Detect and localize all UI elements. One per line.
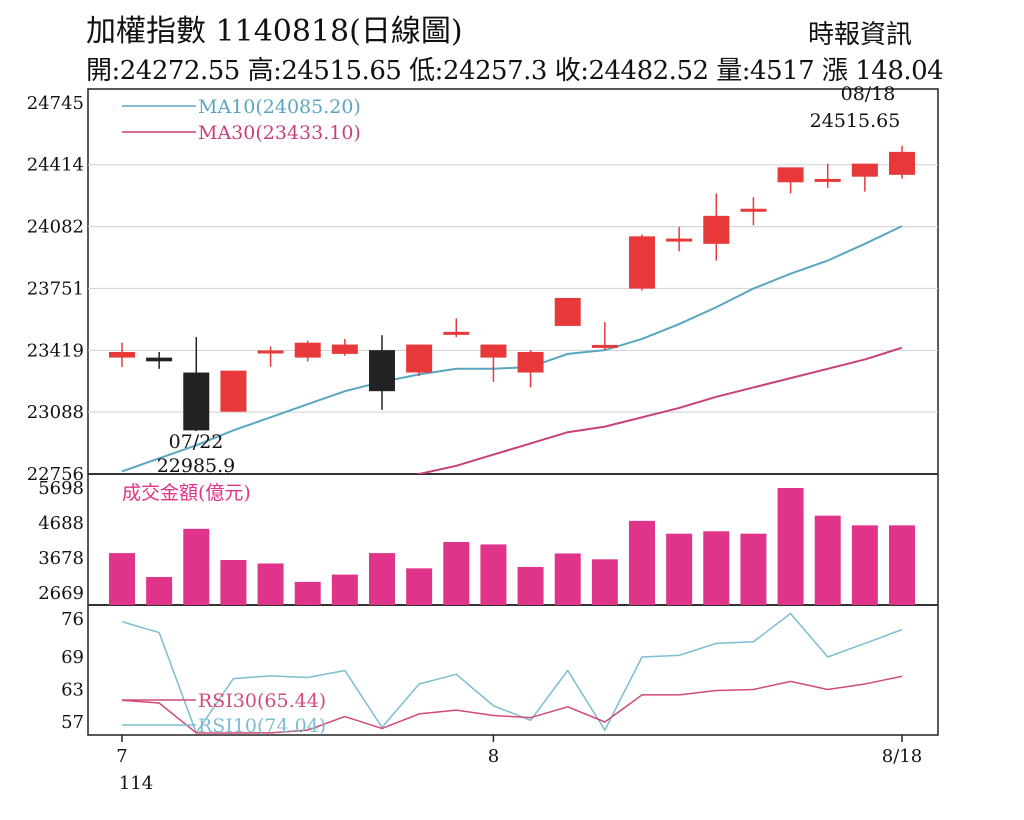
rsi-tick-label: 69: [61, 647, 84, 668]
candle-body: [777, 167, 804, 183]
candle-body: [146, 357, 173, 362]
candle-body: [480, 344, 507, 358]
x-year-label: 114: [119, 773, 153, 794]
price-tick-label: 23419: [27, 340, 84, 361]
candle-body: [183, 372, 210, 431]
volume-bar: [517, 566, 544, 605]
candle-body: [814, 178, 841, 182]
price-tick-label: 22756: [27, 464, 84, 485]
ma10-legend-label: MA10(24085.20): [198, 96, 361, 118]
candle-body: [294, 342, 321, 358]
volume-bar: [183, 528, 210, 605]
candle-body: [257, 350, 284, 354]
volume-bar: [666, 533, 693, 605]
volume-bar: [889, 525, 915, 605]
low-annotation-value: 22985.9: [157, 455, 236, 477]
volume-title: 成交金額(億元): [122, 482, 251, 504]
volume-tick-label: 2669: [38, 583, 84, 604]
volume-bar: [294, 581, 321, 605]
ma30-legend-label: MA30(23433.10): [198, 122, 361, 144]
volume-bar: [851, 525, 878, 605]
candle-body: [851, 163, 878, 177]
price-tick-label: 24414: [27, 155, 84, 176]
rsi10-legend-label: RSI10(74.04): [198, 715, 326, 737]
volume-bar: [443, 542, 470, 605]
low-annotation-date: 07/22: [169, 431, 224, 453]
data-source-label: 時報資訊: [808, 20, 913, 50]
candle-body: [220, 370, 247, 412]
high-annotation-value: 24515.65: [810, 110, 901, 132]
candle-body: [109, 352, 135, 358]
rsi30-line: [121, 675, 903, 734]
ohlc-summary: 開:24272.55 高:24515.65 低:24257.3 收:24482.…: [86, 56, 944, 86]
rsi-tick-label: 63: [61, 679, 84, 700]
volume-tick-label: 4688: [38, 513, 84, 534]
rsi-tick-label: 76: [61, 609, 84, 630]
volume-bar: [814, 515, 841, 605]
rsi10-line: [121, 612, 903, 735]
price-tick-label: 24082: [27, 217, 84, 238]
volume-bar: [629, 520, 655, 605]
candle-body: [554, 297, 581, 326]
candle-body: [591, 344, 618, 348]
candle-body: [740, 208, 767, 212]
chart-title: 加權指數 1140818(日線圖): [86, 14, 463, 49]
volume-bar: [146, 577, 173, 605]
volume-bar: [369, 553, 395, 605]
volume-bar: [703, 531, 730, 605]
volume-bar: [257, 563, 284, 605]
volume-bar: [554, 553, 581, 605]
price-tick-label: 23088: [27, 402, 84, 423]
volume-bar: [480, 544, 507, 605]
volume-bar: [740, 533, 767, 605]
volume-bar: [331, 574, 358, 605]
candle-body: [889, 151, 915, 175]
candle-body: [331, 344, 358, 354]
volume-tick-label: 3678: [38, 548, 84, 569]
rsi30-legend-label: RSI30(65.44): [198, 690, 326, 712]
volume-bar: [591, 559, 618, 605]
volume-bar: [220, 560, 247, 605]
volume-bar: [406, 568, 433, 605]
candle-body: [703, 215, 730, 244]
x-tick-label: 8/18: [882, 746, 922, 767]
price-tick-label: 24745: [27, 93, 84, 114]
volume-bar: [777, 488, 804, 605]
ma30-line: [415, 346, 903, 474]
high-annotation-date: 08/18: [841, 83, 896, 105]
volume-tick-label: 5698: [38, 478, 84, 499]
candle-body: [369, 350, 395, 392]
x-tick-label: 7: [116, 746, 127, 767]
volume-bar: [109, 553, 135, 605]
candle-body: [517, 352, 544, 373]
x-tick-label: 8: [488, 746, 499, 767]
candle-body: [443, 331, 470, 335]
candle-body: [629, 236, 655, 289]
candle-body: [666, 238, 693, 242]
rsi-tick-label: 57: [61, 712, 84, 733]
ma10-line: [121, 225, 903, 473]
price-tick-label: 23751: [27, 278, 84, 299]
candle-body: [406, 344, 433, 373]
